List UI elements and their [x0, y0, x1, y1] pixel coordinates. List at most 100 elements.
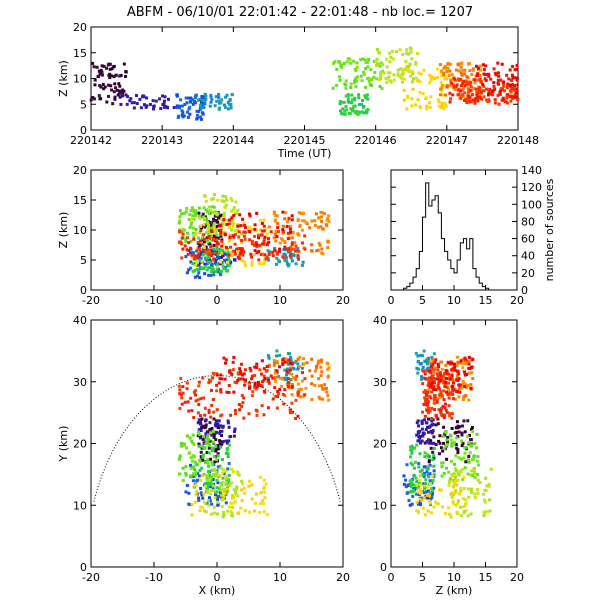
source-point: [432, 469, 436, 473]
source-point: [426, 489, 430, 493]
source-point: [202, 396, 206, 400]
source-point: [300, 219, 304, 223]
source-point: [288, 254, 292, 258]
source-point: [203, 406, 207, 410]
source-point: [243, 230, 247, 234]
source-point: [462, 504, 466, 508]
source-point: [404, 60, 408, 64]
source-point: [232, 488, 236, 492]
source-point: [206, 489, 210, 493]
source-point: [340, 112, 344, 116]
source-point: [472, 467, 476, 471]
source-point: [460, 444, 464, 448]
y-tick-label: 40: [73, 314, 87, 327]
source-point: [192, 390, 196, 394]
source-point: [206, 238, 210, 242]
source-point: [427, 101, 431, 105]
source-point: [448, 84, 452, 88]
source-point: [319, 374, 323, 378]
source-point: [430, 365, 434, 369]
source-point: [443, 102, 447, 106]
source-point: [431, 479, 435, 483]
source-point: [445, 466, 449, 470]
source-point: [445, 77, 449, 81]
source-point: [115, 88, 119, 92]
source-point: [193, 389, 197, 393]
source-point: [475, 433, 479, 437]
source-point: [232, 434, 236, 438]
source-point: [426, 357, 430, 361]
source-point: [515, 76, 519, 80]
source-point: [199, 455, 203, 459]
source-point: [442, 374, 446, 378]
source-point: [214, 444, 218, 448]
source-point: [192, 416, 196, 420]
source-point: [473, 78, 477, 82]
source-point: [459, 489, 463, 493]
source-point: [286, 352, 290, 356]
source-point: [193, 95, 197, 99]
source-point: [187, 268, 191, 272]
source-point: [470, 458, 474, 462]
source-point: [426, 359, 430, 363]
y-tick-label: 80: [521, 215, 535, 228]
source-point: [430, 368, 434, 372]
source-point: [477, 95, 481, 99]
source-point: [415, 421, 419, 425]
source-point: [211, 484, 215, 488]
source-point: [488, 87, 492, 91]
source-point: [511, 76, 515, 80]
source-point: [346, 94, 350, 98]
source-point: [226, 455, 230, 459]
source-point: [221, 194, 225, 198]
source-point: [408, 62, 412, 66]
source-point: [459, 77, 463, 81]
source-point: [317, 241, 321, 245]
source-point: [437, 365, 441, 369]
source-point: [335, 67, 339, 71]
source-point: [197, 428, 201, 432]
source-point: [276, 389, 280, 393]
source-point: [493, 71, 497, 75]
source-point: [488, 509, 492, 513]
source-point: [208, 258, 212, 262]
source-point: [220, 217, 224, 221]
source-point: [101, 83, 105, 87]
source-point: [425, 408, 429, 412]
source-point: [464, 82, 468, 86]
source-point: [455, 83, 459, 87]
source-point: [180, 230, 184, 234]
source-point: [467, 100, 471, 104]
source-point: [417, 439, 421, 443]
source-point: [310, 398, 314, 402]
source-point: [253, 385, 257, 389]
source-point: [375, 57, 379, 61]
source-point: [440, 394, 444, 398]
source-point: [415, 483, 419, 487]
source-point: [225, 222, 229, 226]
source-point: [440, 104, 444, 108]
source-point: [314, 366, 318, 370]
source-point: [420, 473, 424, 477]
source-point: [286, 237, 290, 241]
source-point: [444, 363, 448, 367]
source-point: [349, 82, 353, 86]
source-point: [430, 75, 434, 79]
source-point: [464, 460, 468, 464]
source-point: [469, 81, 473, 85]
source-point: [219, 273, 223, 277]
source-point: [209, 512, 213, 516]
source-point: [465, 80, 469, 84]
source-point: [327, 214, 331, 218]
source-point: [162, 99, 166, 103]
source-point: [439, 373, 443, 377]
source-point: [113, 95, 117, 99]
source-point: [209, 479, 213, 483]
source-point: [298, 223, 302, 227]
source-point: [250, 260, 254, 264]
source-point: [492, 81, 496, 85]
source-point: [468, 89, 472, 93]
source-point: [421, 506, 425, 510]
source-point: [417, 71, 421, 75]
